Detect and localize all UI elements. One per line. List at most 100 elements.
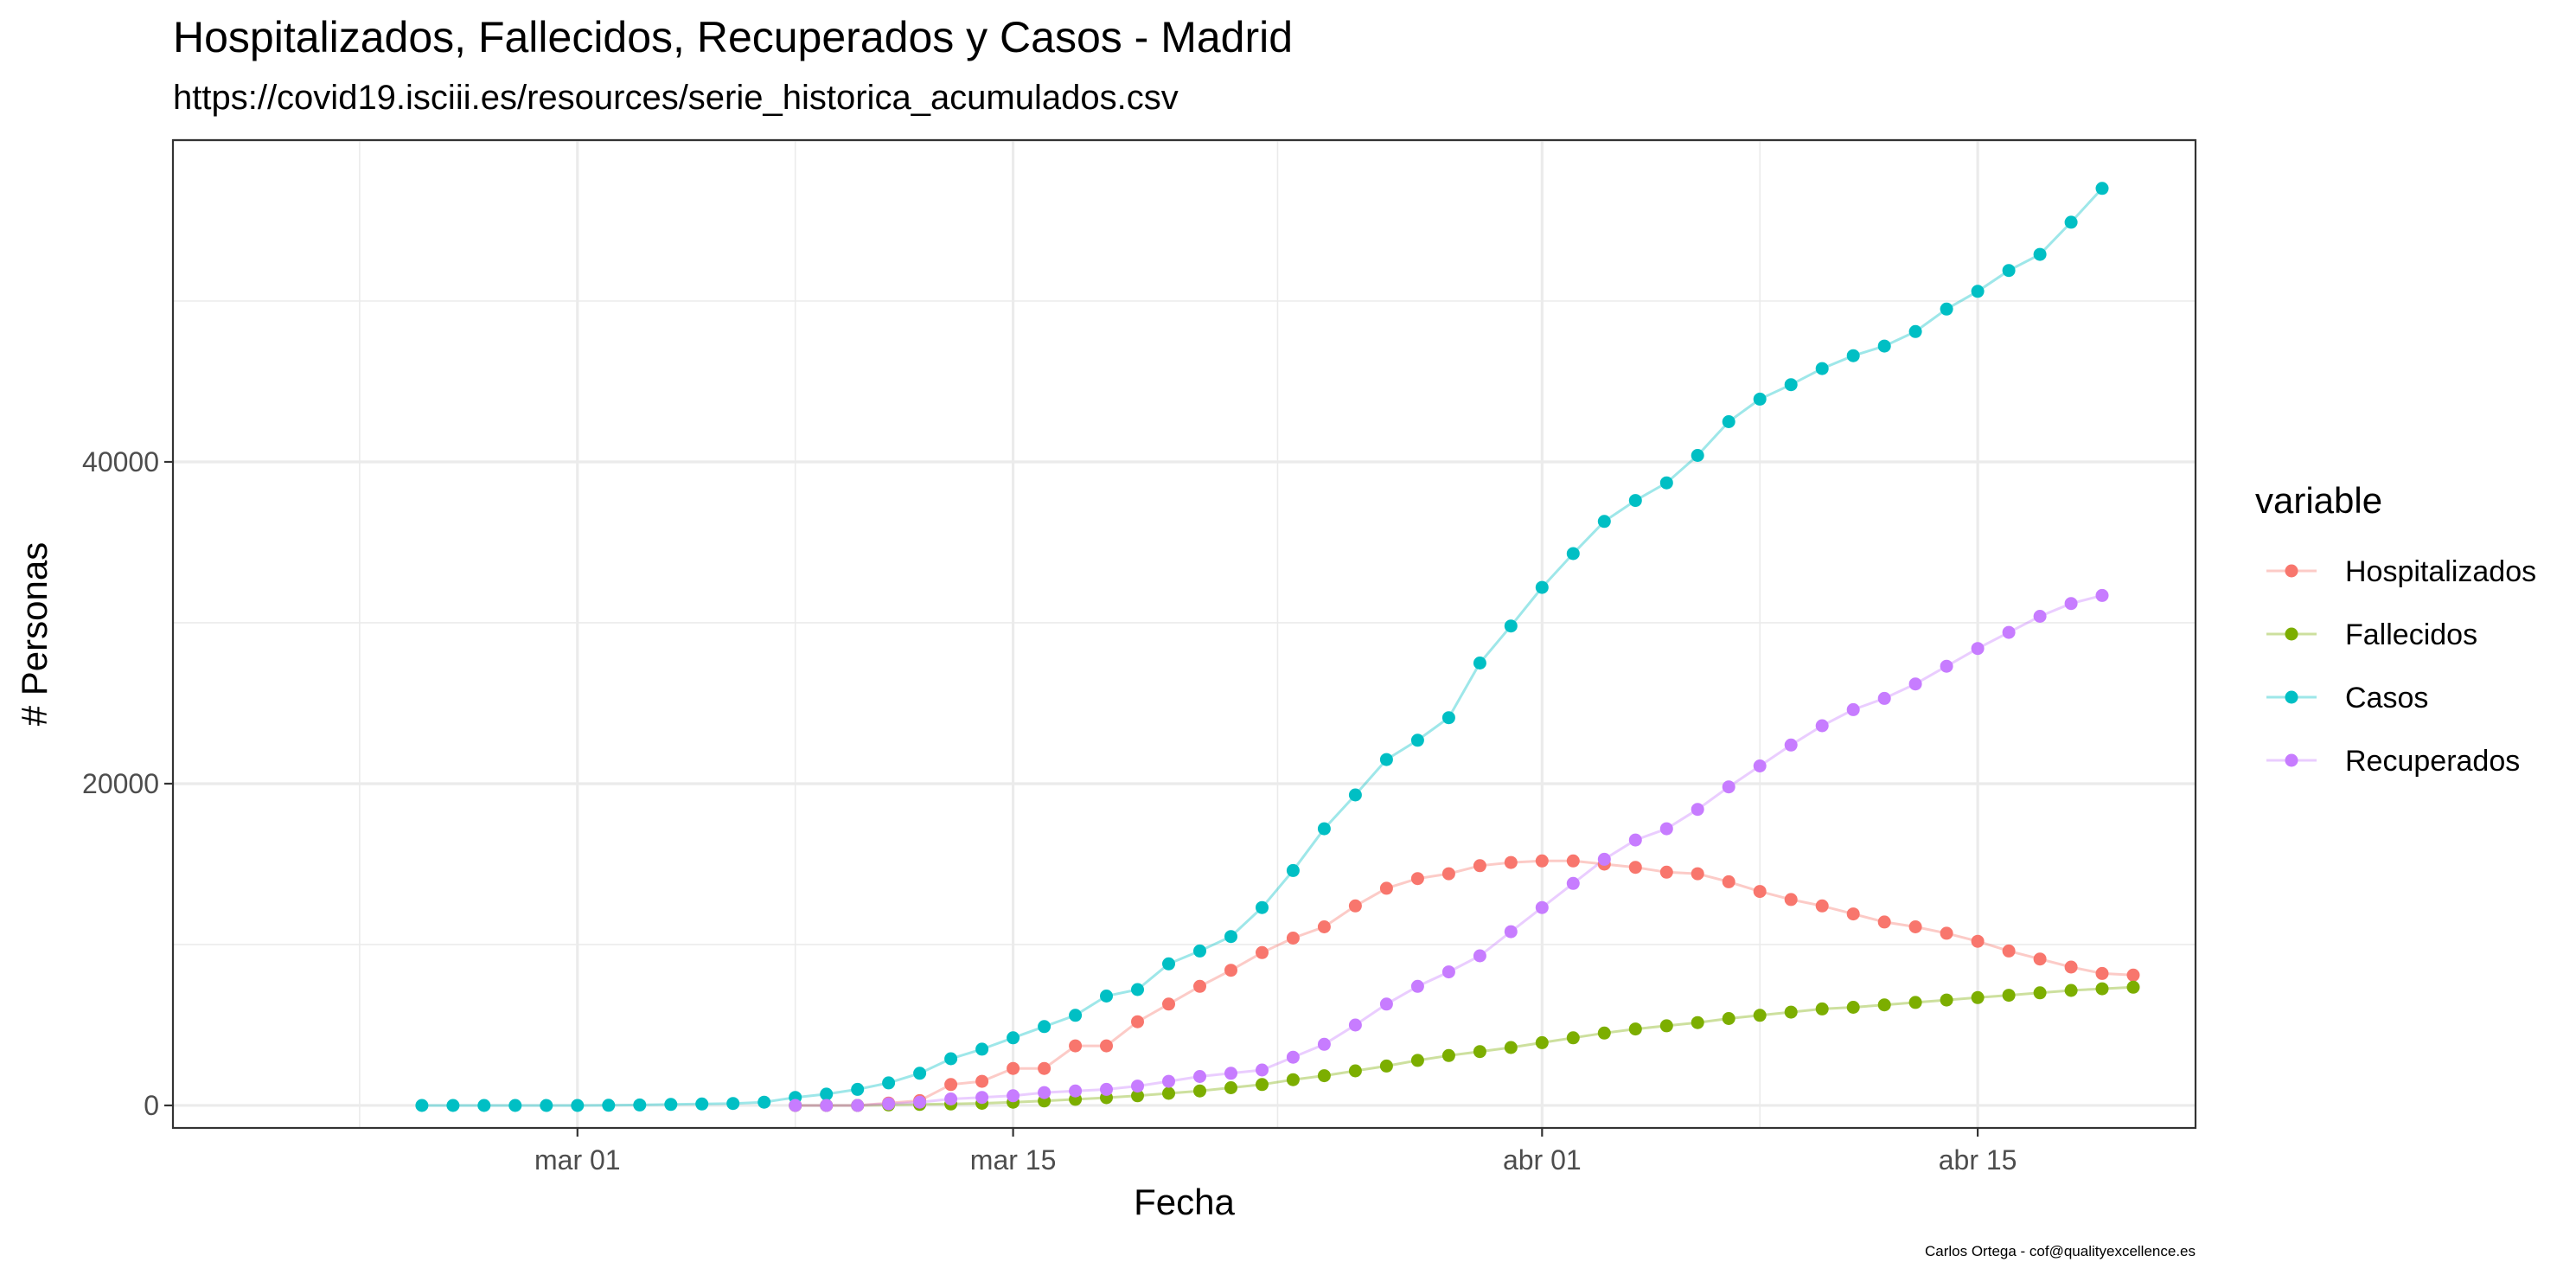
- data-point-hospitalizados: [1877, 915, 1891, 929]
- data-point-recuperados: [1441, 965, 1455, 979]
- data-point-recuperados: [1007, 1089, 1020, 1103]
- data-point-casos: [1597, 515, 1611, 529]
- data-point-fallecidos: [1908, 996, 1922, 1009]
- data-point-casos: [1410, 734, 1424, 747]
- data-point-casos: [1286, 863, 1300, 877]
- data-point-casos: [1815, 362, 1829, 375]
- data-point-casos: [975, 1042, 989, 1056]
- legend-label: Hospitalizados: [2345, 555, 2536, 588]
- series-points-casos: [415, 182, 2109, 1112]
- data-point-hospitalizados: [1007, 1061, 1020, 1075]
- data-point-hospitalizados: [975, 1074, 989, 1088]
- legend-item-recuperados: Recuperados: [2266, 745, 2520, 778]
- data-point-recuperados: [1784, 738, 1798, 752]
- x-tick-label: abr 15: [1939, 1144, 2017, 1176]
- data-point-fallecidos: [1256, 1078, 1269, 1092]
- plot-panel-border: [171, 138, 2197, 1130]
- data-point-recuperados: [1131, 1080, 1144, 1093]
- data-point-recuperados: [1722, 780, 1735, 794]
- data-point-casos: [1441, 711, 1455, 725]
- data-point-hospitalizados: [1410, 872, 1424, 886]
- data-point-casos: [726, 1097, 740, 1111]
- data-point-hospitalizados: [1038, 1061, 1051, 1075]
- data-point-hospitalizados: [1224, 964, 1237, 977]
- data-point-fallecidos: [2095, 982, 2109, 996]
- data-point-casos: [944, 1052, 958, 1066]
- series-points: [415, 182, 2140, 1112]
- data-point-fallecidos: [1131, 1089, 1144, 1103]
- data-point-recuperados: [882, 1097, 896, 1111]
- y-tick-label: 40000: [82, 446, 159, 477]
- data-point-hospitalizados: [2095, 966, 2109, 980]
- minor-gridlines: [173, 140, 2196, 1128]
- data-point-recuperados: [820, 1099, 834, 1112]
- data-point-casos: [1162, 957, 1175, 971]
- data-point-hospitalizados: [2002, 944, 2016, 958]
- data-point-hospitalizados: [1162, 997, 1175, 1011]
- data-point-casos: [1379, 753, 1393, 766]
- data-point-casos: [1256, 900, 1269, 914]
- data-point-hospitalizados: [1691, 867, 1704, 881]
- data-point-fallecidos: [1473, 1045, 1486, 1059]
- data-point-fallecidos: [1691, 1016, 1704, 1029]
- legend-item-hospitalizados: Hospitalizados: [2266, 555, 2536, 588]
- series-layer: [415, 182, 2140, 1112]
- data-point-hospitalizados: [1441, 867, 1455, 881]
- data-point-casos: [540, 1099, 553, 1112]
- data-point-fallecidos: [1940, 993, 1953, 1007]
- data-point-recuperados: [1348, 1018, 1362, 1032]
- data-point-fallecidos: [1162, 1086, 1175, 1100]
- data-point-recuperados: [1877, 691, 1891, 705]
- series-points-recuperados: [789, 588, 2109, 1112]
- data-point-casos: [1691, 449, 1704, 462]
- data-point-recuperados: [1566, 876, 1580, 890]
- data-point-casos: [477, 1099, 491, 1112]
- data-point-hospitalizados: [1628, 861, 1642, 875]
- data-point-casos: [1971, 285, 1985, 298]
- data-point-hospitalizados: [1348, 899, 1362, 913]
- data-point-recuperados: [1224, 1067, 1237, 1080]
- data-point-casos: [1566, 547, 1580, 561]
- data-point-fallecidos: [1971, 990, 1985, 1004]
- data-point-recuperados: [1691, 803, 1704, 817]
- plot-panel: [171, 138, 2197, 1130]
- data-point-recuperados: [1473, 949, 1486, 963]
- x-axis-title: Fecha: [1134, 1182, 1235, 1222]
- chart-caption: Carlos Ortega - cof@qualityexcellence.es: [1925, 1243, 2196, 1259]
- data-point-fallecidos: [1846, 1001, 1860, 1014]
- y-tick-label: 20000: [82, 768, 159, 799]
- data-point-casos: [2033, 247, 2047, 261]
- data-point-casos: [602, 1099, 616, 1112]
- data-point-hospitalizados: [1535, 854, 1549, 868]
- data-point-casos: [1753, 392, 1767, 406]
- data-point-fallecidos: [1504, 1041, 1518, 1054]
- data-point-fallecidos: [1348, 1064, 1362, 1078]
- y-axis-title: # Personas: [14, 542, 54, 726]
- data-point-hospitalizados: [2033, 952, 2047, 966]
- legend-item-casos: Casos: [2266, 682, 2428, 714]
- data-point-hospitalizados: [1722, 875, 1735, 888]
- data-point-hospitalizados: [1100, 1039, 1113, 1053]
- data-point-recuperados: [789, 1099, 802, 1112]
- data-point-recuperados: [1317, 1037, 1331, 1051]
- data-point-casos: [1473, 657, 1486, 670]
- x-axis: mar 01 mar 15 abr 01 abr 15: [534, 1128, 2017, 1176]
- data-point-recuperados: [1628, 833, 1642, 847]
- data-point-casos: [1193, 944, 1206, 958]
- data-point-hospitalizados: [1256, 945, 1269, 959]
- y-axis: 0 20000 40000: [82, 446, 173, 1121]
- data-point-recuperados: [1846, 702, 1860, 716]
- data-point-casos: [1317, 822, 1331, 836]
- data-point-casos: [415, 1099, 429, 1112]
- legend: variable Hospitalizados Fallecidos Casos Re…: [2255, 480, 2536, 778]
- data-point-casos: [2064, 215, 2078, 229]
- data-point-recuperados: [1815, 719, 1829, 733]
- data-point-fallecidos: [1224, 1081, 1237, 1094]
- data-point-hospitalizados: [1659, 865, 1673, 879]
- data-point-casos: [1038, 1020, 1051, 1034]
- data-point-hospitalizados: [1069, 1039, 1083, 1053]
- data-point-recuperados: [975, 1091, 989, 1105]
- chart-title: Hospitalizados, Fallecidos, Recuperados …: [173, 13, 1293, 61]
- data-point-recuperados: [1597, 852, 1611, 866]
